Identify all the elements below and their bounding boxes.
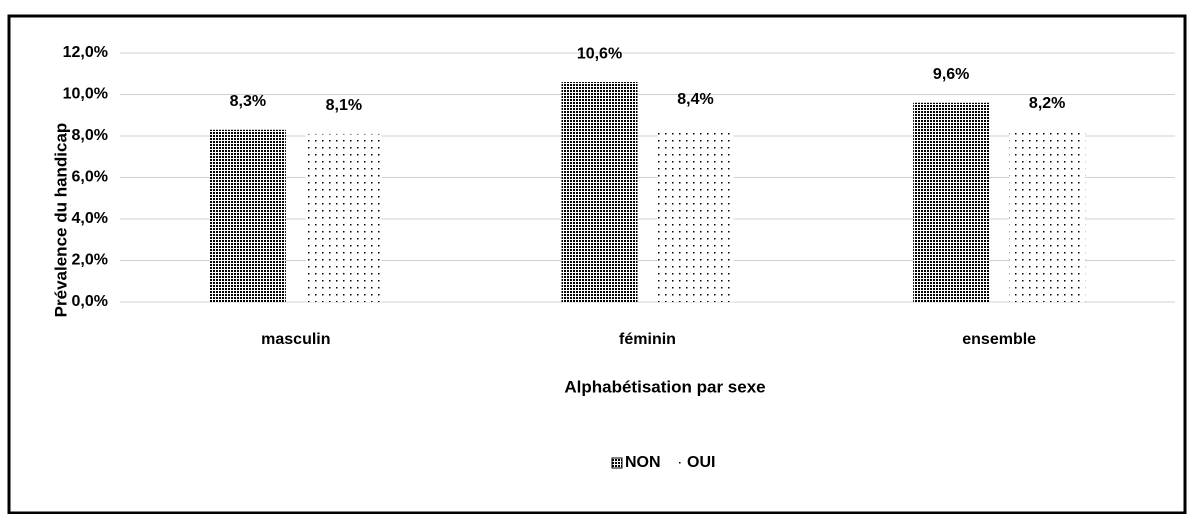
- legend-label: NON: [625, 454, 661, 471]
- x-tick-label: féminin: [619, 331, 676, 348]
- value-label: 8,1%: [326, 97, 362, 114]
- legend-swatch: [611, 457, 623, 469]
- bar: [305, 133, 382, 302]
- legend-swatch: [674, 458, 684, 468]
- value-label: 9,6%: [933, 66, 969, 83]
- x-tick-label: ensemble: [962, 331, 1036, 348]
- bar: [913, 102, 990, 302]
- y-tick-label: 4,0%: [72, 210, 108, 227]
- y-tick-label: 12,0%: [63, 44, 108, 61]
- bar: [657, 127, 734, 302]
- y-tick-label: 8,0%: [72, 127, 108, 144]
- y-tick-label: 2,0%: [72, 252, 108, 269]
- value-label: 8,3%: [230, 93, 266, 110]
- x-axis-label: Alphabétisation par sexe: [564, 377, 765, 396]
- y-tick-label: 0,0%: [72, 293, 108, 310]
- bar: [561, 82, 638, 302]
- y-tick-label: 10,0%: [63, 86, 108, 103]
- bar: [1009, 131, 1086, 302]
- bar: [209, 129, 286, 302]
- y-tick-label: 6,0%: [72, 169, 108, 186]
- value-label: 10,6%: [577, 45, 622, 62]
- value-label: 8,2%: [1029, 95, 1065, 112]
- value-label: 8,4%: [677, 91, 713, 108]
- legend-label: OUI: [687, 454, 715, 471]
- y-axis-label: Prévalence du handicap: [51, 123, 70, 318]
- x-tick-label: masculin: [261, 331, 330, 348]
